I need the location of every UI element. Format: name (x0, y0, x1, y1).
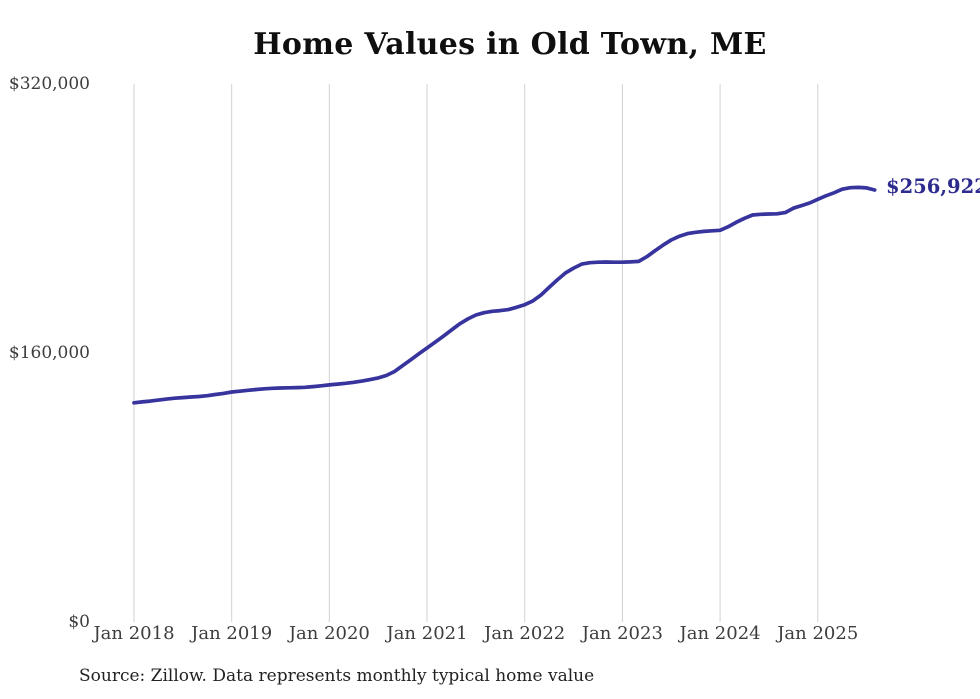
x-axis-tick-label: Jan 2022 (484, 623, 566, 644)
source-note: Source: Zillow. Data represents monthly … (79, 666, 595, 686)
chart-title: Home Values in Old Town, ME (253, 27, 767, 62)
x-axis-tick-label: Jan 2021 (386, 623, 468, 644)
x-axis-tick-label: Jan 2020 (288, 623, 370, 644)
x-axis-tick-label: Jan 2018 (93, 623, 175, 644)
y-axis-tick-label: $0 (68, 612, 90, 632)
y-axis-tick-label: $160,000 (8, 343, 90, 363)
y-axis-tick-label: $320,000 (8, 74, 90, 94)
x-axis-tick-label: Jan 2019 (191, 623, 273, 644)
x-axis-tick-label: Jan 2025 (777, 623, 859, 644)
x-axis-tick-label: Jan 2024 (679, 623, 761, 644)
latest-value-label: $256,922 (886, 175, 980, 198)
x-axis-tick-label: Jan 2023 (581, 623, 663, 644)
home-value-line (132, 185, 877, 405)
